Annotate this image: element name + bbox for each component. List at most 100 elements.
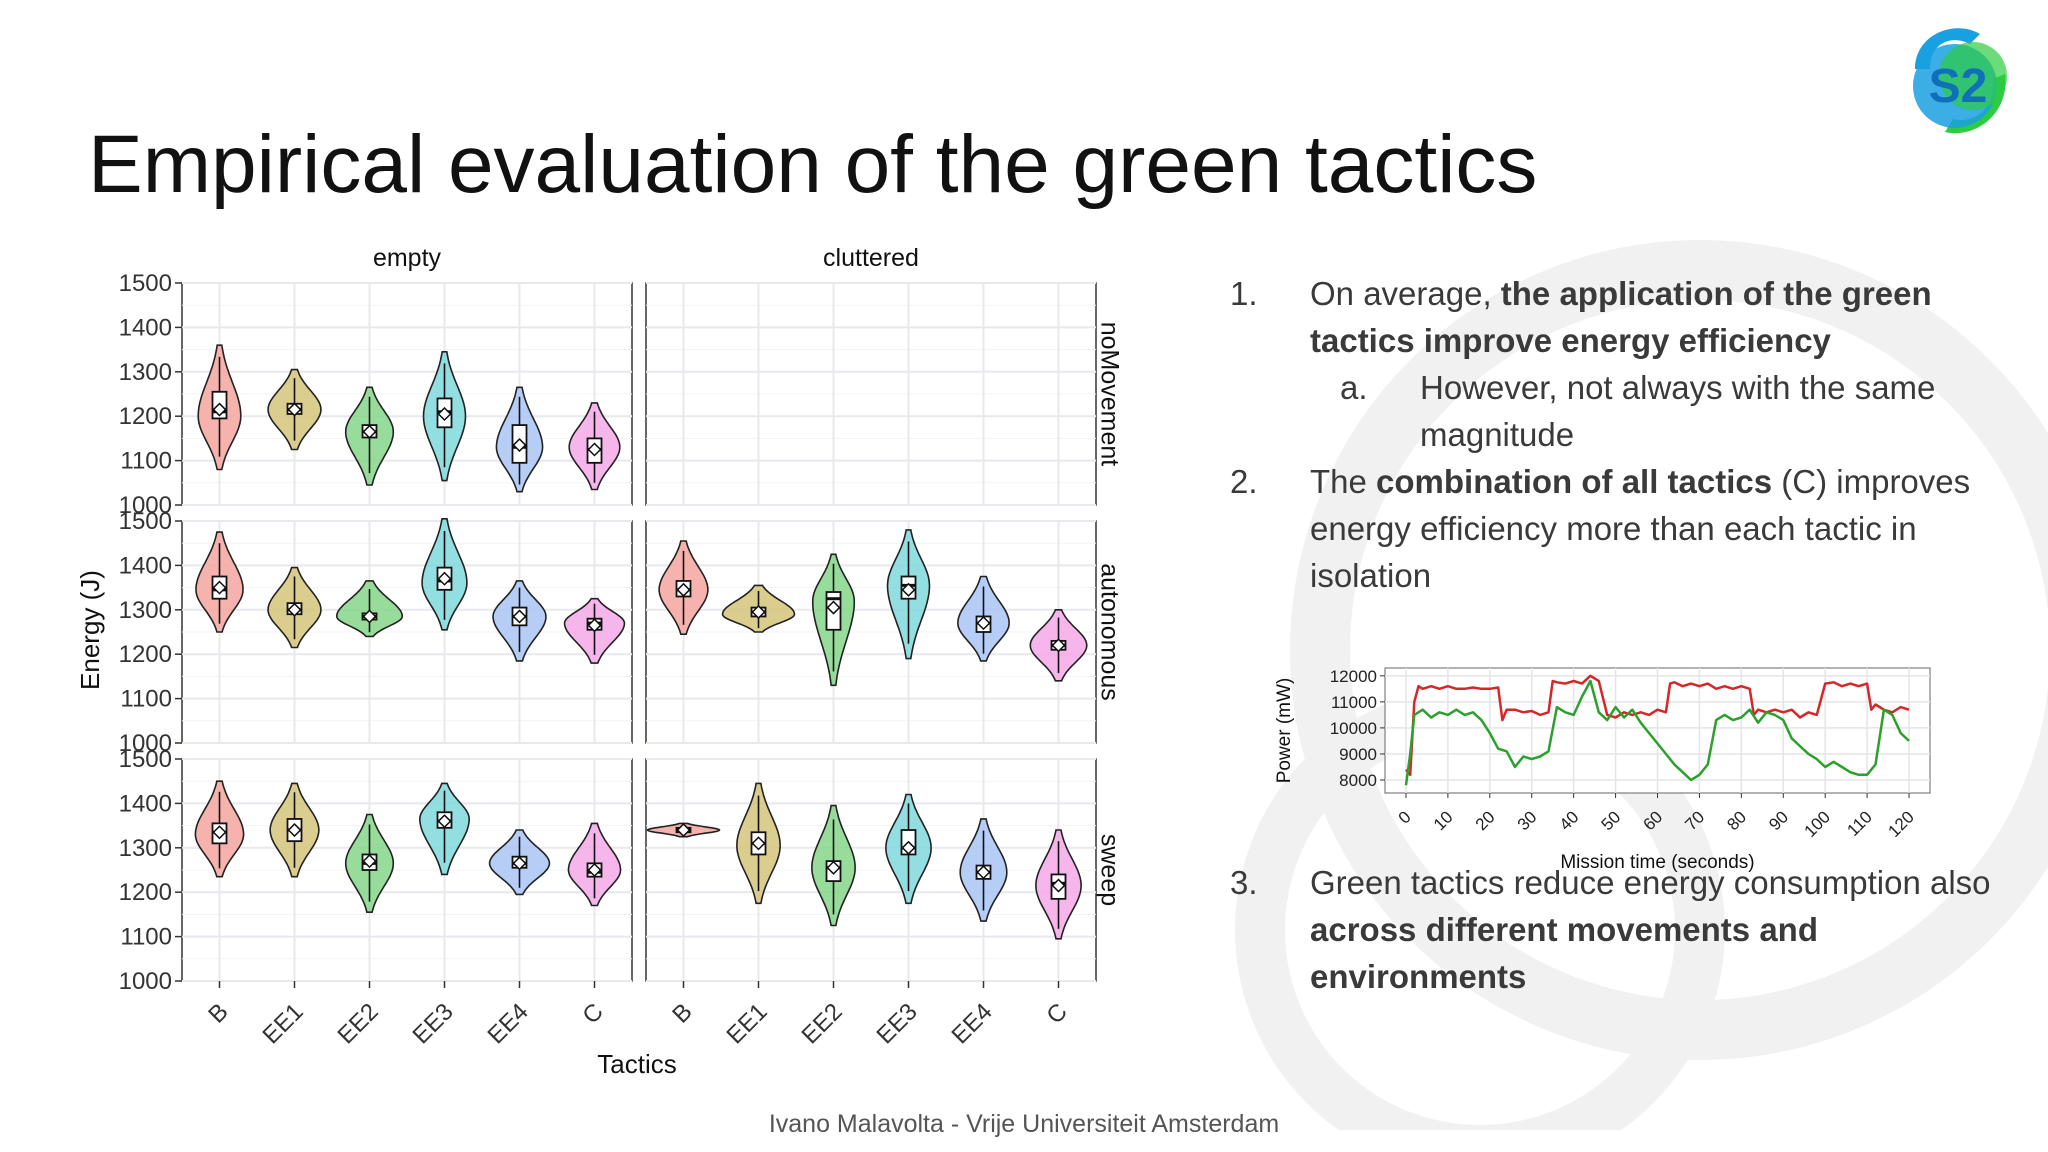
y-tick-label: 8000 bbox=[1339, 771, 1377, 790]
y-tick-label: 1000 bbox=[119, 492, 172, 519]
y-tick-label: 1400 bbox=[119, 790, 172, 817]
mean-marker bbox=[512, 609, 527, 624]
mean-marker bbox=[676, 822, 691, 838]
x-tick-label: 0 bbox=[1395, 807, 1415, 827]
y-tick-label: 1300 bbox=[119, 835, 172, 862]
x-tick-label: 70 bbox=[1681, 807, 1708, 834]
mean-marker bbox=[826, 600, 841, 615]
y-axis-label: Power (mW) bbox=[1274, 678, 1295, 784]
facet-column-label: empty bbox=[373, 244, 442, 272]
facet-panel: 1000 1100 1200 1300 1400 1500 B EE1 EE2 EE3 EE4 C bbox=[119, 746, 633, 1049]
x-tick-label: C bbox=[1041, 998, 1072, 1029]
bullet-text: However, not always with the same magnit… bbox=[1420, 369, 1936, 453]
x-tick-label: 30 bbox=[1514, 807, 1541, 834]
x-tick-label: EE4 bbox=[947, 998, 998, 1049]
mean-marker bbox=[287, 602, 302, 617]
y-tick-label: 10000 bbox=[1330, 719, 1377, 738]
mean-marker bbox=[751, 836, 766, 851]
x-tick-label: EE2 bbox=[797, 998, 848, 1049]
x-tick-label: EE3 bbox=[408, 998, 459, 1049]
y-tick-label: 1500 bbox=[119, 270, 172, 297]
x-tick-label: B bbox=[667, 998, 697, 1028]
bullet-number: 3. bbox=[1230, 864, 1258, 901]
mean-marker bbox=[212, 402, 227, 417]
mean-marker bbox=[587, 862, 602, 878]
mean-marker bbox=[362, 854, 377, 869]
series-line-0 bbox=[1405, 674, 1910, 777]
y-tick-label: 12000 bbox=[1330, 667, 1377, 686]
mean-marker bbox=[826, 860, 841, 875]
mean-marker bbox=[901, 582, 916, 597]
y-tick-label: 9000 bbox=[1339, 745, 1377, 764]
mean-marker bbox=[1051, 638, 1066, 653]
y-tick-label: 1400 bbox=[119, 314, 172, 341]
bullet-1a: a. However, not always with the same mag… bbox=[1340, 364, 2020, 458]
facet-row-label: sweep bbox=[1095, 834, 1123, 906]
x-tick-label: 120 bbox=[1884, 807, 1917, 840]
x-tick-label: EE1 bbox=[722, 998, 773, 1049]
y-tick-label: 1100 bbox=[120, 448, 172, 475]
power-line-chart: 8000 9000 10000 11000 12000 0 10 20 30 40 50 60 70 80… bbox=[1274, 667, 1931, 873]
bullet-text: On average, bbox=[1310, 275, 1501, 312]
mean-marker bbox=[437, 571, 452, 586]
series-line-1 bbox=[1404, 679, 1910, 786]
x-axis-label: Tactics bbox=[597, 1049, 676, 1079]
y-tick-label: 1200 bbox=[119, 641, 172, 668]
x-tick-label: 10 bbox=[1430, 807, 1457, 834]
s2-group-logo-icon: S2 bbox=[1913, 28, 2007, 134]
violin-chart: empty cluttered noMovement autonomous sweep 1… bbox=[75, 244, 1123, 1079]
x-tick-label: 80 bbox=[1723, 807, 1750, 834]
mean-marker bbox=[212, 825, 227, 840]
x-tick-label: 110 bbox=[1843, 807, 1876, 840]
facet-panel bbox=[645, 520, 1097, 744]
y-tick-label: 1100 bbox=[120, 924, 172, 951]
x-tick-label: EE1 bbox=[258, 998, 309, 1049]
bullet-list: 1. On average, the application of the gr… bbox=[1230, 270, 2020, 1000]
facet-row-label: autonomous bbox=[1095, 563, 1123, 701]
mean-marker bbox=[287, 822, 302, 838]
x-tick-label: 20 bbox=[1472, 807, 1499, 834]
y-tick-label: 1300 bbox=[119, 597, 172, 624]
mean-marker bbox=[901, 840, 916, 855]
x-tick-label: 90 bbox=[1765, 807, 1792, 834]
x-tick-label: 60 bbox=[1640, 807, 1667, 834]
y-tick-label: 1100 bbox=[120, 686, 172, 713]
y-tick-label: 1500 bbox=[119, 508, 172, 535]
y-tick-label: 11000 bbox=[1331, 693, 1377, 712]
bullet-text: The bbox=[1310, 463, 1377, 500]
mean-marker bbox=[976, 865, 991, 880]
x-tick-label: EE4 bbox=[483, 998, 534, 1049]
bullet-3: 3. Green tactics reduce energy consumpti… bbox=[1230, 859, 2020, 1000]
y-tick-label: 1200 bbox=[119, 403, 172, 430]
x-axis-label: Mission time (seconds) bbox=[1560, 852, 1754, 873]
bullet-number: a. bbox=[1340, 369, 1368, 406]
mean-marker bbox=[587, 442, 602, 457]
mean-marker bbox=[587, 618, 602, 633]
bullet-bold-text: combination of all tactics bbox=[1376, 463, 1773, 500]
bullet-2: 2. The combination of all tactics (C) im… bbox=[1230, 458, 2020, 599]
mean-marker bbox=[437, 814, 452, 829]
x-tick-label: 50 bbox=[1598, 807, 1625, 834]
mean-marker bbox=[512, 437, 527, 453]
mean-marker bbox=[362, 424, 377, 439]
facet-column-label: cluttered bbox=[823, 244, 919, 272]
logo-text: S2 bbox=[1929, 60, 1988, 113]
bullet-1: 1. On average, the application of the gr… bbox=[1230, 270, 2020, 364]
bullet-number: 2. bbox=[1230, 463, 1258, 500]
mean-marker bbox=[362, 609, 377, 624]
mean-marker bbox=[287, 402, 302, 417]
mean-marker bbox=[512, 856, 527, 871]
x-tick-label: C bbox=[577, 998, 608, 1029]
mean-marker bbox=[976, 616, 991, 631]
x-tick-label: EE3 bbox=[872, 998, 923, 1049]
mean-marker bbox=[437, 406, 452, 422]
mean-marker bbox=[212, 580, 227, 595]
facet-panel: 1000 1100 1200 1300 1400 1500 bbox=[119, 508, 633, 757]
bullet-bold-text: across different movements and environme… bbox=[1310, 911, 1818, 995]
facet-panel: 1000 1100 1200 1300 1400 1500 bbox=[119, 270, 633, 519]
y-tick-label: 1500 bbox=[119, 746, 172, 773]
y-tick-label: 1300 bbox=[119, 359, 172, 386]
x-tick-label: B bbox=[203, 998, 233, 1028]
facet-panel: B EE1 EE2 EE3 EE4 C bbox=[645, 758, 1097, 1049]
facet-row-label: noMovement bbox=[1095, 322, 1123, 467]
